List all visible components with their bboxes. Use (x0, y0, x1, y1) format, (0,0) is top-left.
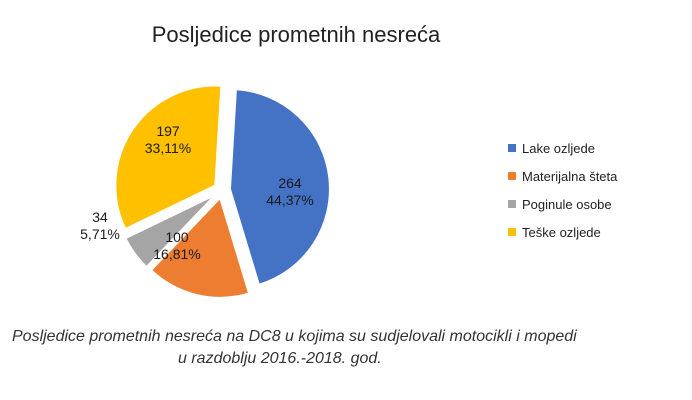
legend-label: Lake ozljede (522, 140, 595, 156)
data-label-poginule-osobe: 34 5,71% (80, 209, 120, 242)
legend-label: Materijalna šteta (522, 168, 618, 184)
legend-swatch (508, 200, 516, 208)
legend-label: Poginule osobe (522, 196, 612, 212)
legend: Lake ozljede Materijalna šteta Poginule … (508, 134, 617, 246)
legend-label: Teške ozljede (522, 224, 601, 240)
legend-swatch (508, 228, 516, 236)
pie-slice-lake-ozljede (228, 88, 331, 287)
pie-chart: 264 44,37% 100 16,81% 34 5,71% 197 33,11% (80, 84, 331, 299)
legend-swatch (508, 172, 516, 180)
pie-slice-teske-ozljede (114, 84, 223, 231)
legend-item-teske-ozljede: Teške ozljede (508, 218, 617, 246)
pie-slice-poginule-osobe (124, 193, 217, 269)
data-label-materijalna-steta: 100 16,81% (153, 229, 200, 262)
pie-slice-materijalna-steta (149, 195, 251, 299)
data-label-teske-ozljede: 197 33,11% (145, 123, 191, 156)
caption-line-2: u razdoblju 2016.-2018. god. (178, 350, 382, 367)
data-label-lake-ozljede: 264 44,37% (266, 175, 313, 208)
chart-title: Posljedice prometnih nesreća (151, 22, 441, 47)
legend-item-poginule-osobe: Poginule osobe (508, 190, 617, 218)
legend-item-lake-ozljede: Lake ozljede (508, 134, 617, 162)
legend-swatch (508, 144, 516, 152)
caption-line-1: Posljedice prometnih nesreća na DC8 u ko… (12, 328, 577, 345)
legend-item-materijalna-steta: Materijalna šteta (508, 162, 617, 190)
